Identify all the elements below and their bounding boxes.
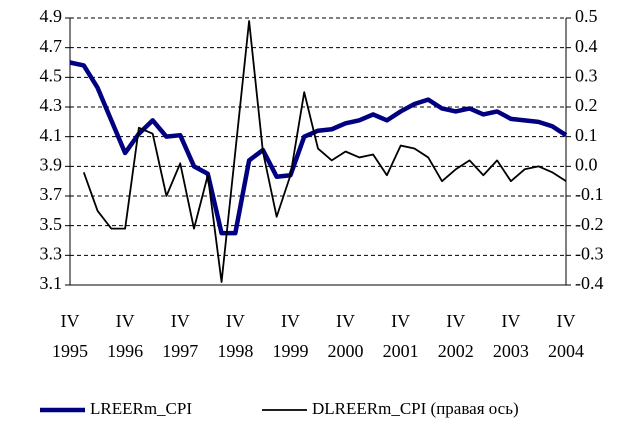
x-tick-label: IV bbox=[336, 311, 355, 331]
x-tick-year: 2004 bbox=[548, 341, 584, 361]
x-tick-year: 2000 bbox=[328, 341, 364, 361]
x-tick-label: IV bbox=[171, 311, 190, 331]
y-tick-label: 4.1 bbox=[40, 125, 63, 145]
x-tick-year: 2002 bbox=[438, 341, 474, 361]
x-tick-year: 1999 bbox=[272, 341, 308, 361]
x-tick-label: IV bbox=[61, 311, 80, 331]
x-tick-label: IV bbox=[446, 311, 465, 331]
y-tick-label: 3.1 bbox=[40, 273, 63, 293]
y2-tick-label: 0.5 bbox=[575, 6, 598, 26]
x-tick-year: 1998 bbox=[217, 341, 253, 361]
y2-tick-label: -0.2 bbox=[575, 214, 604, 234]
legend: LREERm_CPI DLREERm_CPI (правая ось) bbox=[40, 399, 519, 418]
x-tick-year: 1996 bbox=[107, 341, 143, 361]
x-tick-year: 2003 bbox=[493, 341, 529, 361]
y-tick-label: 4.3 bbox=[40, 95, 63, 115]
y-tick-label: 3.5 bbox=[40, 214, 63, 234]
y-tick-label: 3.3 bbox=[40, 243, 63, 263]
y2-tick-label: -0.4 bbox=[575, 273, 604, 293]
x-tick-year: 2001 bbox=[383, 341, 419, 361]
y2-tick-label: 0.0 bbox=[575, 154, 598, 174]
y2-tick-label: 0.3 bbox=[575, 65, 598, 85]
y-tick-label: 3.7 bbox=[40, 184, 63, 204]
y-tick-label: 3.9 bbox=[40, 154, 63, 174]
x-tick-label: IV bbox=[116, 311, 135, 331]
y-tick-label: 4.5 bbox=[40, 65, 63, 85]
x-tick-year: 1995 bbox=[52, 341, 88, 361]
x-tick-label: IV bbox=[281, 311, 300, 331]
x-tick-year: 1997 bbox=[162, 341, 198, 361]
y2-tick-label: 0.4 bbox=[575, 36, 598, 56]
legend-label: DLREERm_CPI (правая ось) bbox=[312, 399, 519, 418]
y2-tick-label: -0.1 bbox=[575, 184, 604, 204]
x-tick-label: IV bbox=[226, 311, 245, 331]
x-tick-label: IV bbox=[557, 311, 576, 331]
x-tick-label: IV bbox=[391, 311, 410, 331]
y-tick-label: 4.7 bbox=[40, 36, 63, 56]
y-tick-label: 4.9 bbox=[40, 6, 63, 26]
series-line bbox=[69, 60, 568, 236]
x-tick-label: IV bbox=[501, 311, 520, 331]
y2-tick-label: 0.1 bbox=[575, 125, 598, 145]
y2-tick-label: 0.2 bbox=[575, 95, 598, 115]
y2-tick-label: -0.3 bbox=[575, 243, 604, 263]
legend-label: LREERm_CPI bbox=[90, 399, 192, 418]
series-line bbox=[82, 20, 567, 283]
